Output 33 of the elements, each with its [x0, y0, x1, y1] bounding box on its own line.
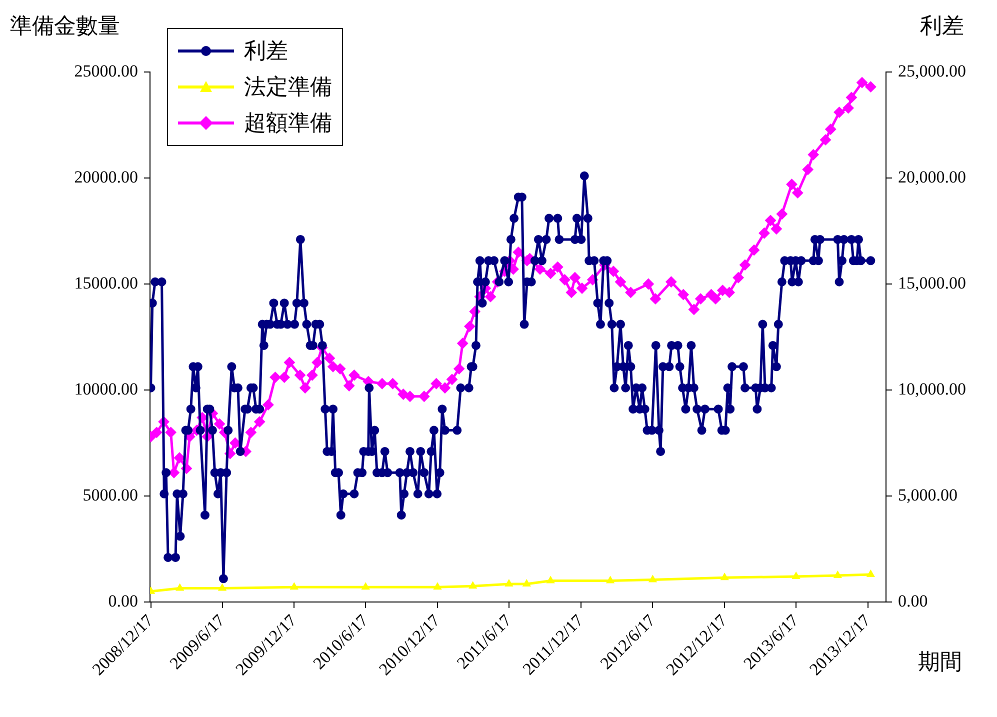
point	[290, 582, 298, 590]
y2-tick-label: 0.00	[898, 591, 928, 610]
point	[792, 572, 800, 580]
point	[546, 576, 555, 584]
legend-label: 利差	[244, 37, 288, 65]
point	[468, 582, 477, 589]
y2-tick-label: 5,000.00	[898, 485, 958, 504]
point	[505, 579, 513, 586]
point	[522, 579, 531, 586]
point	[218, 584, 226, 591]
point	[648, 575, 657, 582]
y-tick-label: 15000.00	[74, 273, 138, 292]
y2-tick-label: 25,000.00	[898, 61, 966, 80]
y2-tick-label: 15,000.00	[898, 273, 966, 292]
y2-tick-label: 10,000.00	[898, 379, 966, 398]
y-tick-label: 20000.00	[74, 167, 138, 186]
point	[434, 582, 442, 590]
point	[362, 582, 370, 590]
x-axis-title: 期間	[918, 648, 962, 674]
y-tick-label: 25000.00	[74, 61, 138, 80]
y-tick-label: 0.00	[108, 591, 138, 610]
point	[176, 584, 184, 591]
point	[720, 573, 729, 580]
y-tick-label: 5000.00	[82, 485, 138, 504]
y2-axis-title: 利差	[920, 12, 964, 38]
y-axis-title: 準備金數量	[10, 12, 120, 38]
legend-label: 超額準備	[244, 109, 332, 137]
point	[866, 570, 875, 577]
point	[606, 576, 614, 584]
point	[834, 571, 842, 578]
y-tick-label: 10000.00	[74, 379, 138, 398]
y2-tick-label: 20,000.00	[898, 167, 966, 186]
legend-label: 法定準備	[244, 73, 332, 101]
